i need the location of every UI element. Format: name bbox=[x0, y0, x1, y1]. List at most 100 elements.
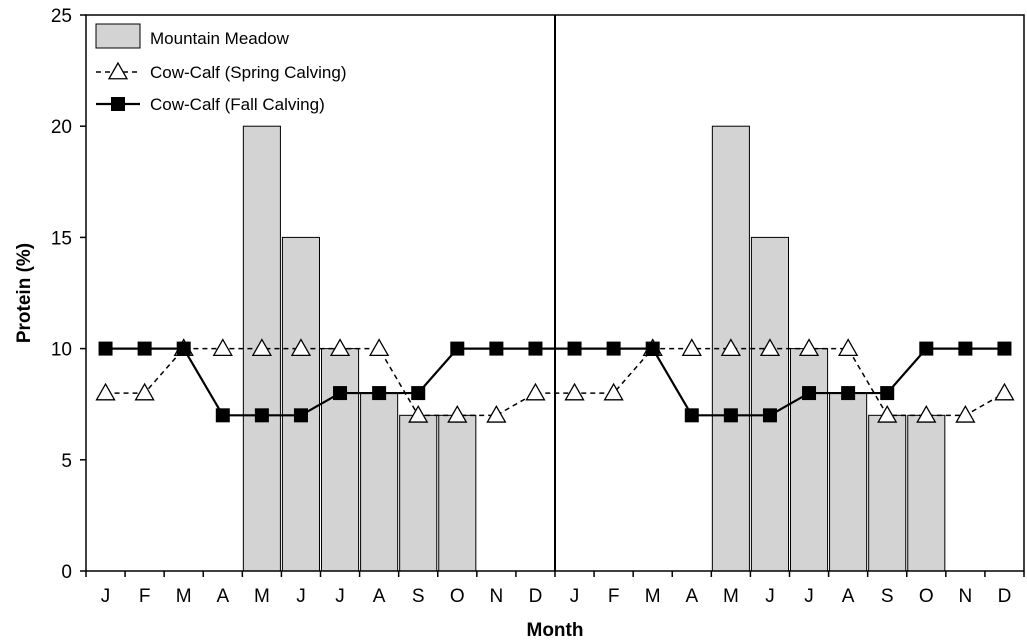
x-tick-label: M bbox=[723, 586, 739, 607]
y-axis-title: Protein (%) bbox=[14, 243, 35, 343]
legend-label-spring-calving: Cow-Calf (Spring Calving) bbox=[150, 63, 347, 82]
y-tick-label: 15 bbox=[51, 228, 72, 249]
marker-spring-calving bbox=[720, 338, 741, 357]
bar-mountain-meadow bbox=[868, 414, 907, 572]
bars-layer bbox=[242, 125, 946, 572]
legend: Mountain Meadow Cow-Calf (Spring Calving)… bbox=[95, 23, 347, 114]
x-axis-title: Month bbox=[527, 620, 584, 640]
marker-fall-calving bbox=[254, 408, 269, 423]
x-tick-label: A bbox=[373, 586, 386, 607]
marker-spring-calving bbox=[447, 405, 468, 423]
marker-fall-calving bbox=[372, 386, 387, 401]
bar-mountain-meadow bbox=[321, 348, 360, 572]
legend-marker-spring-calving bbox=[107, 61, 129, 80]
marker-spring-calving bbox=[838, 338, 859, 357]
marker-fall-calving bbox=[293, 408, 308, 423]
bar-mountain-meadow bbox=[907, 414, 946, 572]
marker-fall-calving bbox=[450, 341, 465, 356]
markers-layer bbox=[95, 338, 1015, 423]
x-tick-label: F bbox=[139, 586, 151, 607]
marker-fall-calving bbox=[958, 341, 973, 356]
x-tick-label: D bbox=[529, 586, 543, 607]
marker-spring-calving bbox=[603, 382, 624, 401]
marker-fall-calving bbox=[802, 386, 817, 401]
bar-mountain-meadow bbox=[360, 392, 399, 572]
marker-spring-calving bbox=[95, 382, 116, 401]
x-tick-label: J bbox=[296, 586, 306, 607]
bar-mountain-meadow bbox=[438, 414, 477, 572]
bar-mountain-meadow bbox=[281, 236, 320, 572]
marker-spring-calving bbox=[877, 405, 898, 423]
marker-fall-calving bbox=[489, 341, 504, 356]
x-tick-label: M bbox=[176, 586, 192, 607]
marker-spring-calving bbox=[564, 382, 585, 401]
marker-spring-calving bbox=[329, 338, 351, 357]
marker-spring-calving bbox=[486, 405, 507, 423]
bar-mountain-meadow bbox=[790, 348, 829, 572]
x-tick-label: J bbox=[101, 586, 111, 607]
marker-fall-calving bbox=[411, 386, 426, 401]
marker-spring-calving bbox=[408, 405, 429, 423]
marker-fall-calving bbox=[176, 341, 191, 356]
x-tick-label: J bbox=[765, 586, 775, 607]
x-tick-label: S bbox=[881, 586, 894, 607]
marker-fall-calving bbox=[880, 386, 895, 401]
x-tick-label: A bbox=[216, 586, 229, 607]
legend-marker-fall-calving bbox=[111, 97, 125, 111]
marker-spring-calving bbox=[798, 338, 820, 357]
y-tick-label: 10 bbox=[51, 340, 72, 361]
marker-fall-calving bbox=[762, 408, 777, 423]
x-tick-label: O bbox=[919, 586, 934, 607]
marker-spring-calving bbox=[916, 405, 937, 423]
marker-fall-calving bbox=[333, 386, 348, 401]
marker-spring-calving bbox=[681, 338, 702, 357]
y-tick-label: 5 bbox=[61, 451, 72, 472]
x-tick-label: N bbox=[490, 586, 504, 607]
x-tick-label: M bbox=[254, 586, 270, 607]
marker-spring-calving bbox=[759, 338, 781, 357]
marker-fall-calving bbox=[215, 408, 230, 423]
marker-fall-calving bbox=[528, 341, 543, 356]
bar-mountain-meadow bbox=[750, 236, 790, 572]
x-tick-label: D bbox=[998, 586, 1012, 607]
y-axis: 0 5 10 15 20 25 bbox=[51, 6, 86, 583]
x-tick-label: O bbox=[450, 586, 465, 607]
marker-fall-calving bbox=[645, 341, 660, 356]
marker-spring-calving bbox=[369, 338, 390, 357]
legend-label-mountain-meadow: Mountain Meadow bbox=[150, 29, 290, 48]
marker-fall-calving bbox=[841, 386, 856, 401]
legend-label-fall-calving: Cow-Calf (Fall Calving) bbox=[150, 95, 325, 114]
marker-spring-calving bbox=[955, 405, 976, 423]
marker-spring-calving bbox=[251, 338, 272, 357]
marker-fall-calving bbox=[684, 408, 699, 423]
x-tick-label: F bbox=[608, 586, 620, 607]
marker-fall-calving bbox=[997, 341, 1012, 356]
marker-fall-calving bbox=[98, 341, 113, 356]
marker-spring-calving bbox=[134, 382, 155, 401]
x-tick-label: J bbox=[570, 586, 580, 607]
x-tick-label: N bbox=[959, 586, 973, 607]
x-tick-label: A bbox=[842, 586, 855, 607]
x-tick-label: M bbox=[645, 586, 661, 607]
marker-fall-calving bbox=[137, 341, 152, 356]
y-tick-label: 20 bbox=[51, 117, 72, 138]
bar-mountain-meadow bbox=[399, 414, 438, 572]
marker-fall-calving bbox=[919, 341, 934, 356]
legend-swatch-mountain-meadow bbox=[95, 23, 141, 49]
marker-fall-calving bbox=[606, 341, 621, 356]
y-tick-label: 25 bbox=[51, 6, 72, 27]
x-tick-label: A bbox=[685, 586, 698, 607]
marker-spring-calving bbox=[290, 338, 312, 357]
x-tick-label: S bbox=[412, 586, 425, 607]
marker-spring-calving bbox=[212, 338, 233, 357]
marker-fall-calving bbox=[567, 341, 582, 356]
marker-spring-calving bbox=[994, 382, 1015, 401]
y-tick-label: 0 bbox=[61, 562, 72, 583]
x-tick-label: J bbox=[335, 586, 345, 607]
bar-mountain-meadow bbox=[829, 392, 868, 572]
x-tick-label: J bbox=[804, 586, 814, 607]
marker-spring-calving bbox=[525, 382, 546, 401]
marker-fall-calving bbox=[723, 408, 738, 423]
